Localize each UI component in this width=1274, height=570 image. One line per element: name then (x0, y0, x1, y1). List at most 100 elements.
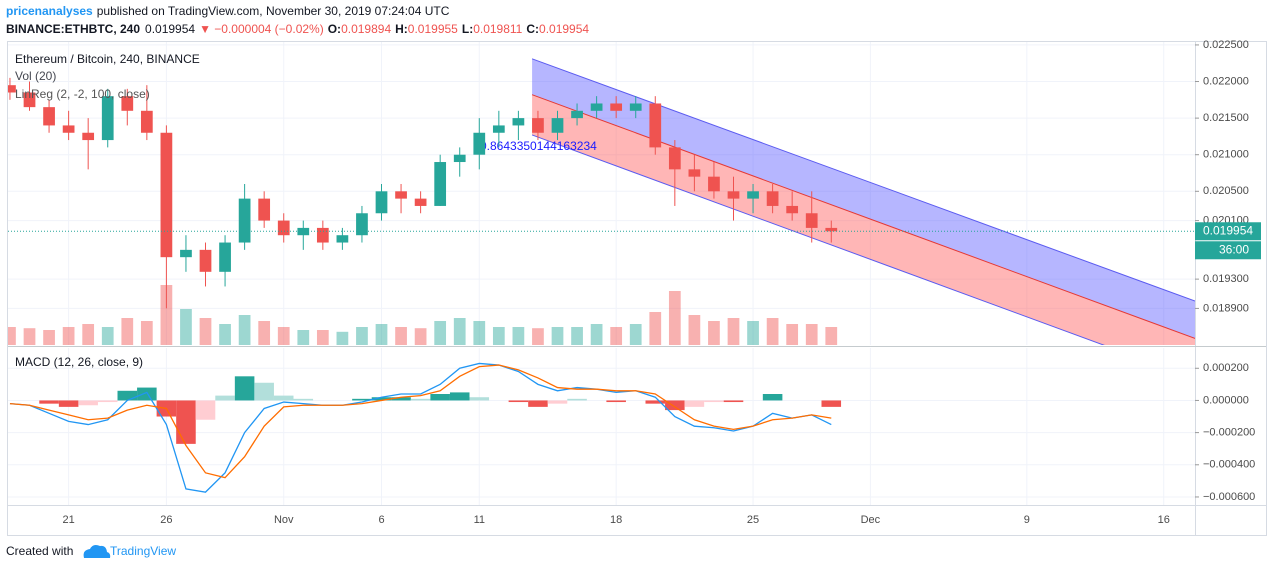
volume-bar (101, 327, 114, 345)
volume-bar (277, 327, 290, 345)
volume-bar (492, 327, 505, 345)
indicator-title: Vol (20) (15, 69, 56, 83)
candle-body (590, 103, 603, 111)
histogram-bar (97, 400, 118, 403)
histogram-bar (176, 400, 196, 444)
y-tick-label: 0.022000 (1203, 75, 1249, 87)
histogram-bar (391, 397, 411, 401)
candle-body (23, 92, 36, 108)
histogram-bar (117, 390, 138, 401)
candle-body (668, 147, 681, 170)
last: 0.019954 (145, 22, 195, 36)
x-tick-label: Nov (274, 514, 294, 526)
histogram-bar (39, 400, 59, 404)
histogram-bar (723, 400, 744, 403)
volume-bar (805, 324, 818, 345)
candle-body (747, 191, 759, 199)
y-tick-label: 0.020500 (1203, 185, 1249, 197)
histogram-bar (684, 400, 705, 407)
y-tick-label: −0.000400 (1203, 459, 1255, 471)
volume-bar (590, 324, 603, 345)
candle-body (336, 235, 349, 243)
volume-bar (786, 324, 799, 345)
candle-body (727, 191, 740, 199)
ohlc-value: 0.019894 (341, 22, 391, 36)
candle-body (453, 154, 466, 163)
volume-bar (727, 318, 740, 345)
volume-bar (219, 324, 231, 345)
candle-body (316, 227, 329, 243)
x-tick-label: 26 (160, 514, 172, 526)
candle-body (414, 198, 427, 206)
y-tick-label: 0.018900 (1203, 302, 1249, 314)
candle-body (434, 162, 447, 206)
volume-bar (160, 285, 173, 345)
histogram-bar (704, 400, 724, 403)
candle-body (121, 96, 134, 111)
histogram-bar (606, 400, 626, 403)
volume-bar (140, 321, 153, 345)
change: ▼ −0.000004 (−0.02%) (199, 22, 324, 36)
volume-bar (473, 321, 486, 345)
volume-bar (708, 321, 720, 345)
candle-body (492, 125, 505, 133)
histogram-bar (195, 400, 216, 420)
ohlc-label: H: (395, 22, 408, 36)
y-tick-label: 0.021500 (1203, 112, 1249, 124)
candle-body (786, 205, 799, 214)
x-tick-label: 9 (1024, 514, 1030, 526)
x-tick-label: 6 (378, 514, 384, 526)
volume-bar (571, 327, 583, 345)
candle-body (766, 191, 779, 206)
candle-body (297, 227, 310, 236)
channel-line (531, 58, 1195, 302)
volume-bar (825, 327, 838, 345)
symbol: BINANCE:ETHBTC, 240 (6, 22, 140, 36)
candle-body (532, 118, 544, 133)
histogram-bar (547, 400, 568, 404)
volume-bar (356, 327, 368, 345)
countdown-label: 36:00 (1219, 242, 1249, 256)
volume-bar (375, 324, 388, 345)
macd-pane (8, 348, 1195, 505)
candle-body (82, 132, 95, 141)
histogram-bar (469, 397, 490, 401)
x-tick-label: 25 (747, 514, 759, 526)
volume-bar (610, 327, 623, 345)
x-tick-label: 18 (610, 514, 622, 526)
y-tick-label: −0.000600 (1203, 491, 1255, 503)
volume-bar (629, 324, 642, 345)
x-tick-label: 16 (1158, 514, 1170, 526)
indicator-title: MACD (12, 26, close, 9) (15, 355, 143, 369)
candle-body (180, 249, 192, 258)
volume-bar (82, 324, 95, 345)
channel-line (531, 134, 1105, 345)
y-tick-label: 0.000200 (1203, 362, 1249, 374)
volume-bar (199, 318, 212, 345)
candle-body (571, 110, 583, 119)
ohlc-label: L: (462, 22, 473, 36)
candle-body (219, 242, 231, 272)
y-tick-label: 0.019300 (1203, 273, 1249, 285)
volume-bar (23, 328, 36, 345)
channel-line (531, 94, 1195, 339)
author: pricenanalyses (6, 4, 93, 18)
volume-bar (316, 330, 329, 345)
volume-bar (453, 318, 466, 345)
volume-bar (512, 327, 525, 345)
ohlc-value: 0.019954 (539, 22, 589, 36)
indicator-title: LinReg (2, -2, 100, close) (15, 87, 150, 101)
histogram-bar (528, 400, 548, 407)
candle-body (825, 227, 838, 232)
published: published on TradingView.com, November 3… (97, 4, 450, 18)
histogram-bar (215, 395, 235, 401)
candle-body (805, 213, 818, 228)
candle-body (199, 249, 212, 272)
volume-bar (747, 321, 759, 345)
histogram-bar (58, 400, 79, 407)
histogram-bar (78, 400, 98, 406)
macd-line (9, 362, 832, 493)
candle-body (512, 118, 525, 126)
volume-bar (258, 321, 271, 345)
footer-brand[interactable]: TradingView (110, 544, 176, 558)
